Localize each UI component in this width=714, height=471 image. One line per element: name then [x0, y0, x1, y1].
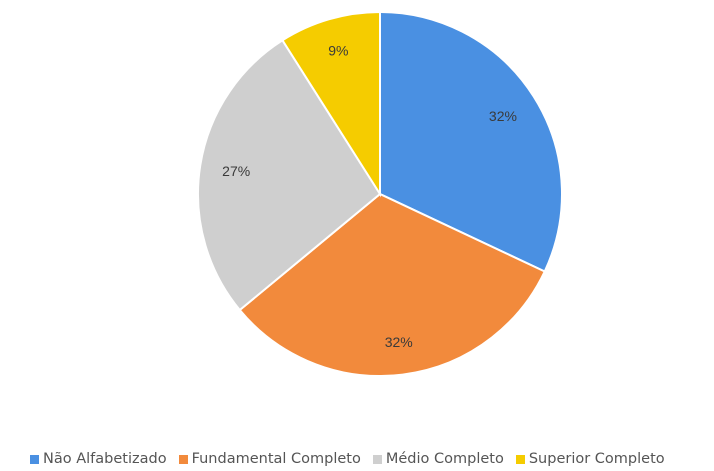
- pie-chart: 32% 32% 27% 9%: [197, 10, 563, 377]
- legend-item-medio-completo: Médio Completo: [372, 451, 504, 467]
- legend-swatch-nao-alfabetizado: [30, 454, 39, 464]
- legend-label-medio-completo: Médio Completo: [385, 451, 504, 467]
- legend-item-fundamental-completo: Fundamental Completo: [178, 451, 361, 467]
- legend-label-nao-alfabetizado: Não Alfabetizado: [43, 451, 167, 467]
- legend-swatch-medio-completo: [372, 454, 382, 464]
- pie-slice-nao-alfabetizado: [379, 10, 563, 273]
- legend-label-fundamental-completo: Fundamental Completo: [191, 451, 361, 467]
- slice-label-nao-alfabetizado: 32%: [489, 108, 517, 124]
- slice-label-fundamental-completo: 32%: [385, 334, 413, 350]
- pie-slice-fundamental-completo: [238, 192, 547, 377]
- legend-swatch-fundamental-completo: [178, 454, 188, 464]
- pie-slice-medio-completo: [197, 38, 382, 312]
- pie-slice-superior-completo: [281, 10, 381, 198]
- legend-item-nao-alfabetizado: Não Alfabetizado: [30, 451, 167, 467]
- legend: Não Alfabetizado Fundamental Completo Mé…: [30, 451, 665, 467]
- slice-label-medio-completo: 27%: [222, 163, 250, 179]
- slice-label-superior-completo: 9%: [328, 43, 348, 59]
- legend-label-superior-completo: Superior Completo: [528, 451, 665, 467]
- legend-item-superior-completo: Superior Completo: [515, 451, 665, 467]
- legend-swatch-superior-completo: [515, 454, 525, 464]
